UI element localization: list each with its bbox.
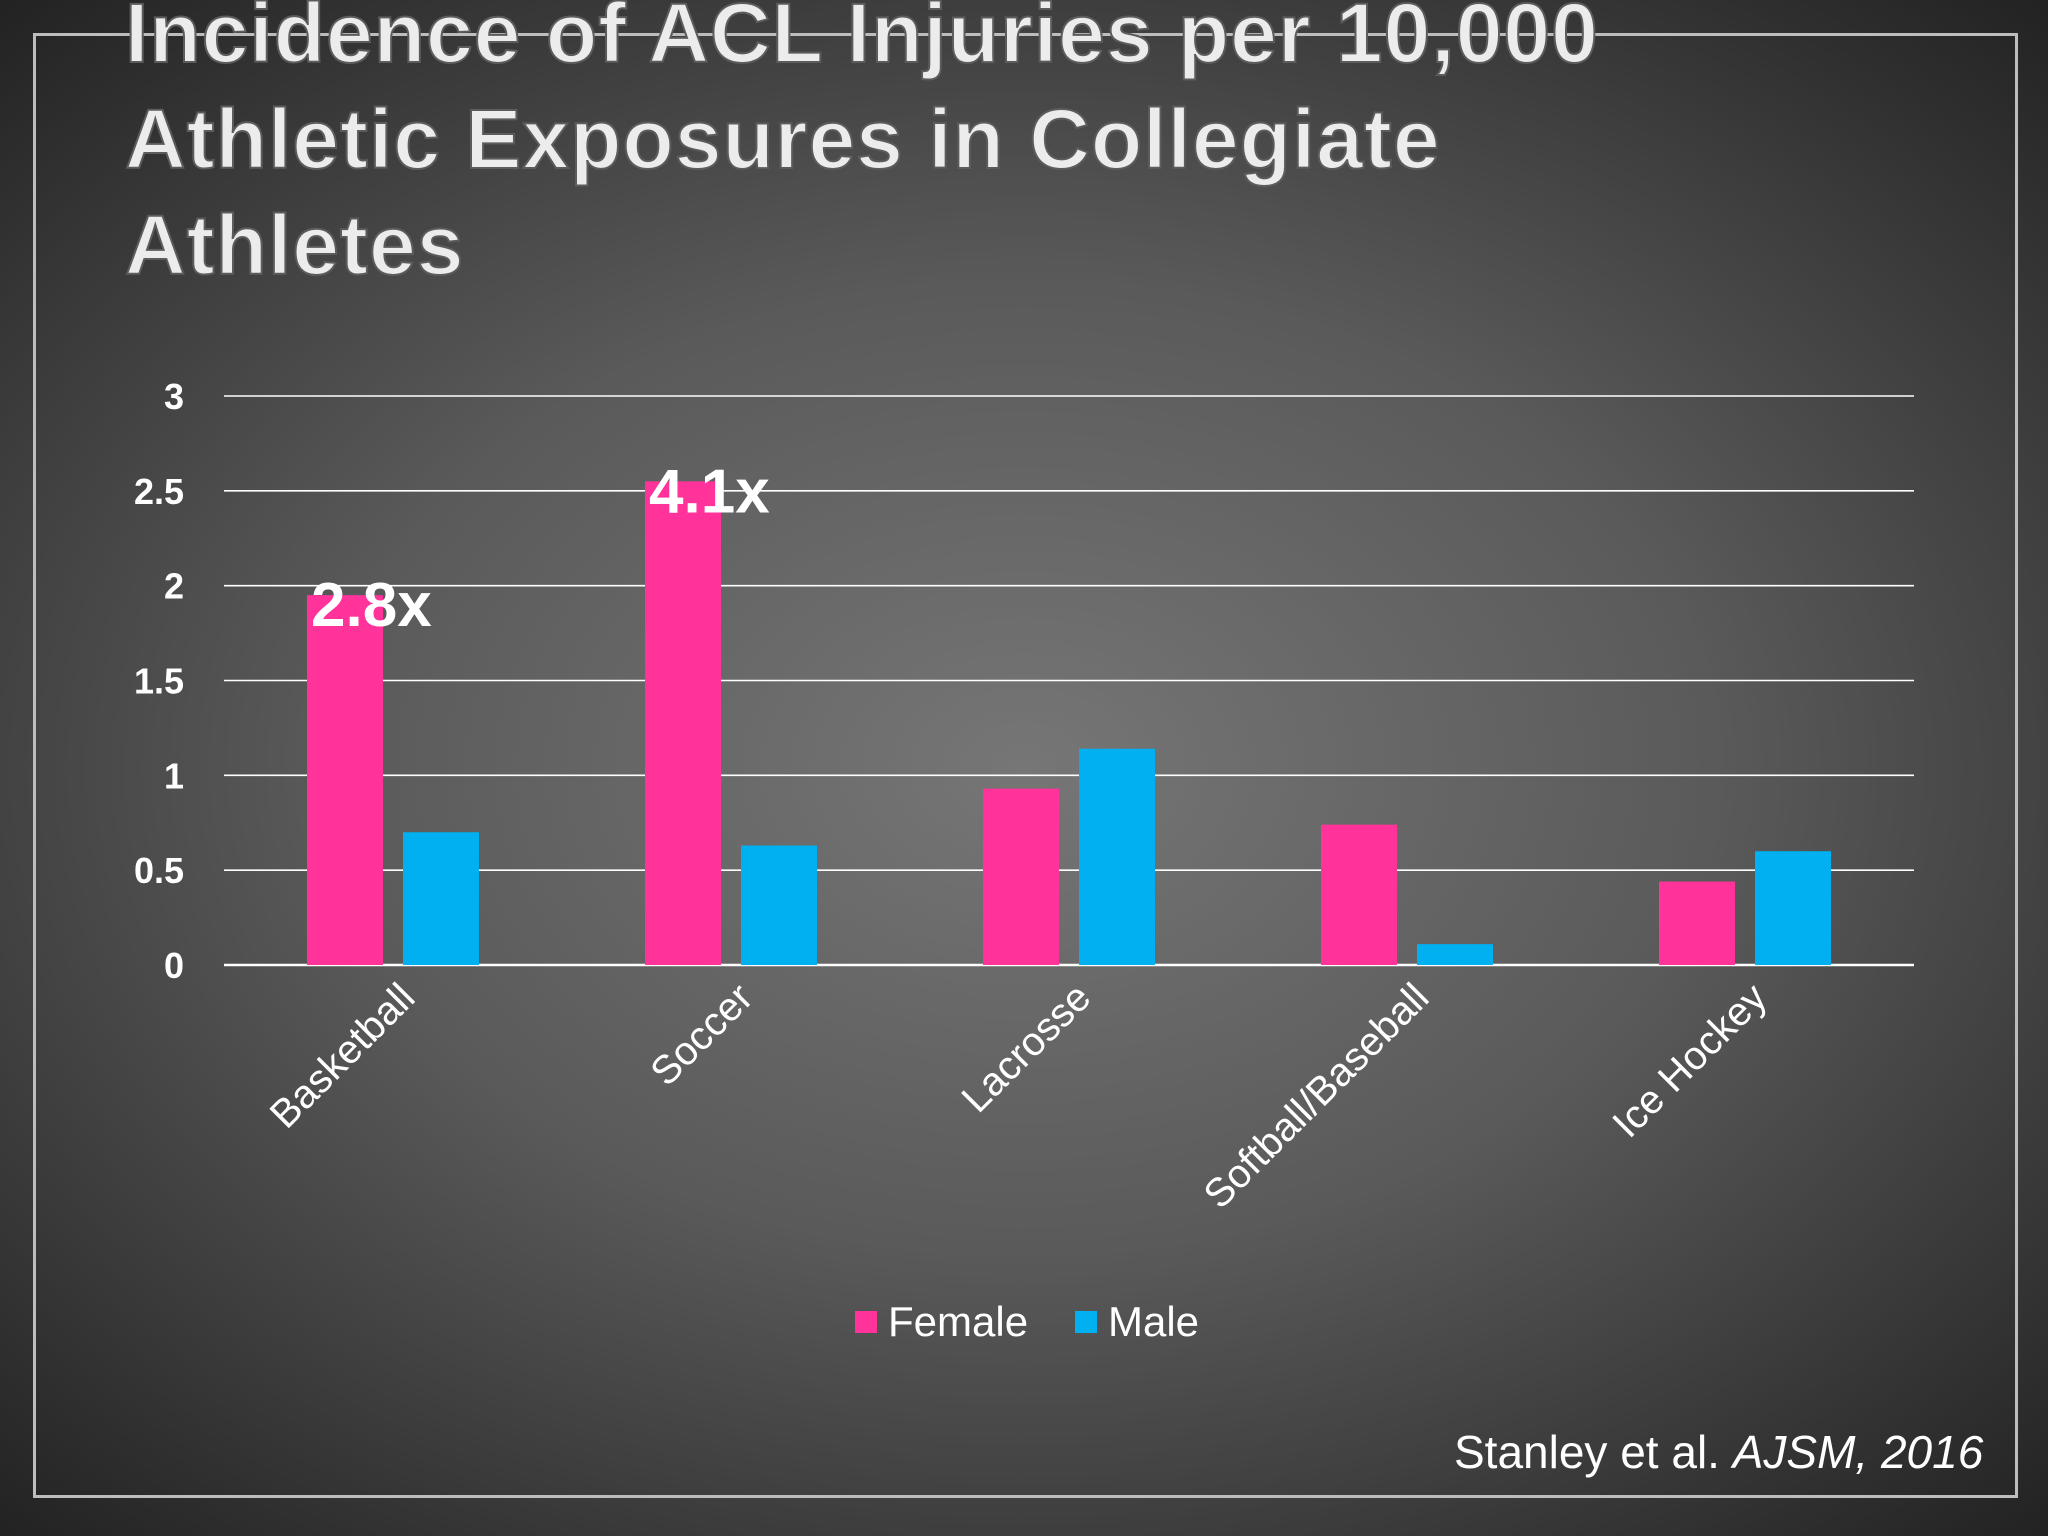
- legend-swatch-male: [1075, 1311, 1097, 1333]
- bar-male-softball-baseball: [1417, 944, 1493, 965]
- y-axis-tick-labels: 0 0.5 1 1.5 2 2.5 3: [134, 376, 184, 986]
- bar-female-softball-baseball: [1321, 824, 1397, 965]
- bar-female-lacrosse: [983, 788, 1059, 965]
- y-tick-label: 3: [164, 376, 184, 417]
- slide-title: Incidence of ACL Injuries per 10,000 Ath…: [124, 0, 1599, 293]
- bar-female-basketball: [307, 595, 383, 965]
- bar-annotation: 4.1x: [649, 457, 770, 526]
- legend-label-female: Female: [888, 1298, 1028, 1345]
- y-tick-label: 1: [164, 755, 184, 796]
- x-axis-category-labels: Basketball Soccer Lacrosse Softball/Basebal…: [262, 975, 1776, 1217]
- bar-annotation: 2.8x: [311, 571, 432, 640]
- legend-swatch-female: [855, 1311, 877, 1333]
- x-category-label: Soccer: [642, 975, 761, 1094]
- bar-male-basketball: [403, 832, 479, 965]
- x-category-label: Basketball: [262, 975, 424, 1137]
- source-authors: Stanley et al.: [1454, 1426, 1720, 1478]
- x-category-label: Softball/Baseball: [1196, 975, 1438, 1217]
- bar-female-soccer: [645, 481, 721, 965]
- slide-frame: [33, 33, 2018, 1498]
- bar-annotations: 2.8x 4.1x: [311, 457, 770, 640]
- grid-lines: [224, 395, 1914, 967]
- y-tick-label: 2.5: [134, 471, 184, 512]
- x-category-label: Ice Hockey: [1604, 975, 1775, 1146]
- bar-female-ice-hockey: [1659, 881, 1735, 965]
- source-journal: AJSM, 2016: [1732, 1426, 1984, 1478]
- bar-male-soccer: [741, 845, 817, 965]
- x-category-label: Lacrosse: [953, 975, 1099, 1121]
- bars: [307, 481, 1831, 965]
- bar-male-lacrosse: [1079, 748, 1155, 965]
- legend-label-male: Male: [1108, 1298, 1199, 1345]
- chart-legend: Female Male: [855, 1298, 1199, 1345]
- y-tick-label: 2: [164, 566, 184, 607]
- source-citation: Stanley et al. AJSM, 2016: [1454, 1425, 1983, 1479]
- y-tick-label: 1.5: [134, 661, 184, 702]
- y-tick-label: 0: [164, 945, 184, 986]
- bar-male-ice-hockey: [1755, 851, 1831, 965]
- y-tick-label: 0.5: [134, 850, 184, 891]
